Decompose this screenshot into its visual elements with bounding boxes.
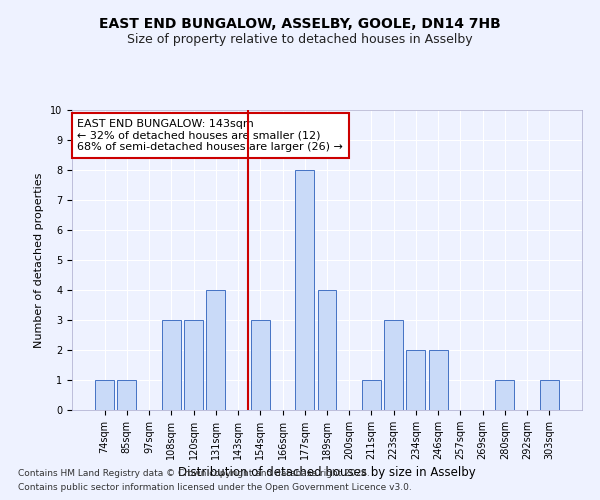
Bar — [362, 380, 381, 410]
Bar — [406, 350, 425, 410]
Bar — [251, 320, 270, 410]
Bar — [295, 170, 314, 410]
Text: Contains HM Land Registry data © Crown copyright and database right 2024.: Contains HM Land Registry data © Crown c… — [18, 468, 370, 477]
Bar — [118, 380, 136, 410]
Bar — [184, 320, 203, 410]
Bar — [429, 350, 448, 410]
Bar — [162, 320, 181, 410]
Bar — [317, 290, 337, 410]
Y-axis label: Number of detached properties: Number of detached properties — [34, 172, 44, 348]
X-axis label: Distribution of detached houses by size in Asselby: Distribution of detached houses by size … — [178, 466, 476, 479]
Text: EAST END BUNGALOW, ASSELBY, GOOLE, DN14 7HB: EAST END BUNGALOW, ASSELBY, GOOLE, DN14 … — [99, 18, 501, 32]
Text: EAST END BUNGALOW: 143sqm
← 32% of detached houses are smaller (12)
68% of semi-: EAST END BUNGALOW: 143sqm ← 32% of detac… — [77, 119, 343, 152]
Text: Size of property relative to detached houses in Asselby: Size of property relative to detached ho… — [127, 32, 473, 46]
Bar — [95, 380, 114, 410]
Bar — [206, 290, 225, 410]
Bar — [540, 380, 559, 410]
Text: Contains public sector information licensed under the Open Government Licence v3: Contains public sector information licen… — [18, 484, 412, 492]
Bar — [496, 380, 514, 410]
Bar — [384, 320, 403, 410]
